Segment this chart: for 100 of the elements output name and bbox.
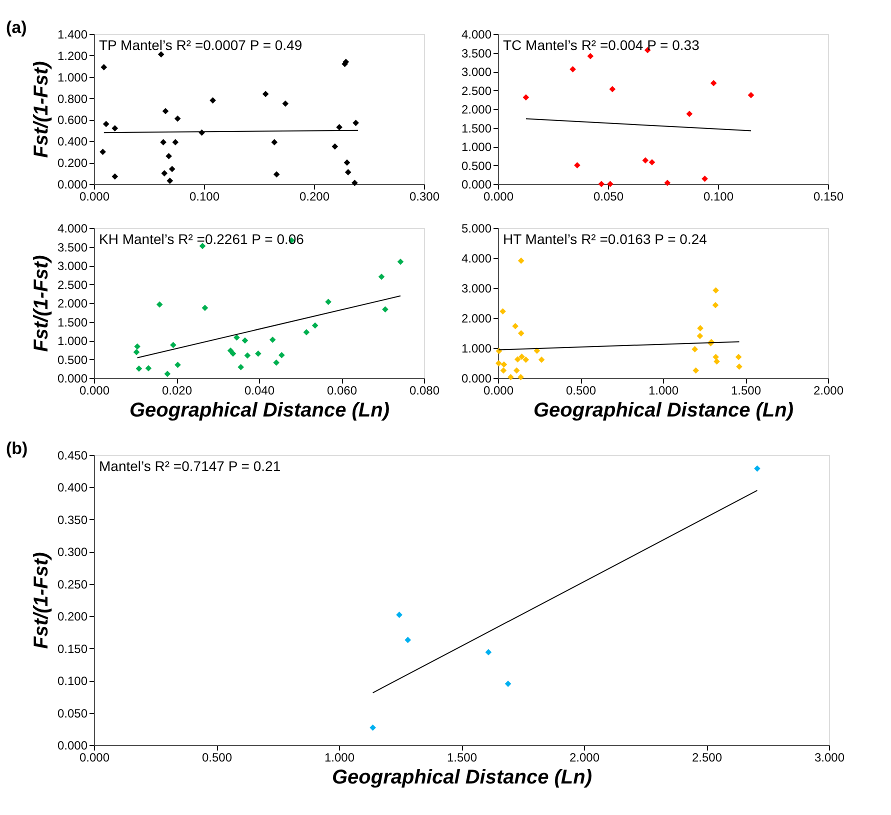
point	[244, 352, 251, 359]
point	[714, 358, 720, 365]
y-tick-label: 3.000	[461, 65, 492, 79]
y-tick-label: 0.000	[57, 372, 88, 386]
y-tick-label: 2.000	[461, 312, 492, 326]
point	[518, 330, 524, 336]
y-tick-label: 0.300	[57, 545, 88, 560]
point	[697, 325, 704, 332]
point	[100, 148, 106, 156]
annotation: KH Mantel’s R² =0.2261 P = 0.06	[99, 231, 304, 247]
y-tick-label: 0.200	[57, 156, 88, 170]
x-tick-label: 0.500	[202, 750, 232, 764]
y-tick-label: 1.200	[57, 48, 88, 63]
point	[160, 139, 166, 146]
point	[570, 66, 576, 72]
point	[156, 301, 163, 308]
x-tick-label: 1.000	[648, 384, 679, 398]
x-tick-label: 1.500	[446, 750, 478, 764]
point	[145, 365, 152, 372]
x-tick-label: 2.000	[813, 384, 844, 398]
point	[496, 360, 502, 366]
x-tick-label: 0.500	[566, 384, 596, 398]
y-tick-label: 1.400	[57, 28, 88, 42]
point	[648, 159, 656, 166]
point	[282, 100, 289, 107]
point	[522, 94, 530, 101]
annotation: TC Mantel’s R² =0.004 P = 0.33	[503, 37, 700, 53]
point	[607, 180, 614, 188]
point	[574, 162, 580, 168]
point	[210, 97, 216, 104]
point	[692, 367, 699, 374]
point	[538, 356, 545, 363]
annotation: TP Mantel’s R² =0.0007 P = 0.49	[99, 37, 302, 53]
point	[133, 348, 140, 356]
y-tick-label: 1.500	[57, 315, 88, 330]
y-tick-label: 0.000	[461, 178, 492, 192]
x-tick-label: 2.500	[692, 750, 722, 764]
point	[172, 139, 179, 146]
point	[134, 343, 140, 350]
point	[736, 363, 742, 370]
point	[382, 306, 388, 313]
point	[508, 374, 514, 380]
y-tick-label: 1.000	[461, 342, 492, 356]
point	[255, 350, 262, 357]
y-tick-label: 3.000	[57, 259, 88, 273]
point	[174, 362, 181, 368]
point	[332, 143, 338, 150]
y-tick-label: 4.000	[57, 222, 88, 236]
point	[735, 354, 742, 360]
y-axis-title: Fst/(1-Fst)	[30, 552, 52, 649]
point	[230, 350, 236, 357]
x-tick-label: 0.050	[593, 190, 624, 204]
x-tick-label: 1.000	[324, 750, 355, 764]
point	[202, 304, 208, 312]
point	[161, 170, 168, 176]
y-tick-label: 0.500	[461, 158, 492, 173]
point	[712, 302, 719, 308]
point	[696, 332, 704, 340]
point	[518, 354, 525, 360]
y-axis-title: Fst/(1-Fst)	[30, 60, 52, 158]
x-tick-label: 1.500	[730, 384, 762, 398]
point	[522, 356, 530, 363]
y-tick-label: 0.400	[57, 480, 88, 495]
point	[664, 180, 671, 186]
point	[512, 322, 518, 330]
point	[344, 169, 352, 176]
point	[500, 361, 508, 368]
point	[378, 274, 385, 280]
point	[162, 108, 169, 114]
point	[352, 180, 358, 186]
y-tick-label: 2.000	[461, 102, 492, 116]
y-tick-label: 1.000	[57, 70, 88, 84]
x-tick-label: 0.300	[409, 190, 440, 204]
point	[587, 52, 594, 60]
point	[166, 152, 172, 160]
point	[278, 352, 285, 358]
point	[518, 374, 524, 380]
y-tick-label: 3.500	[461, 46, 492, 60]
x-tick-label: 0.080	[409, 384, 440, 398]
y-tick-label: 0.400	[57, 134, 88, 149]
x-tick-label: 0.100	[703, 190, 734, 204]
point	[500, 367, 507, 374]
point	[164, 370, 171, 378]
point	[692, 346, 698, 352]
point	[642, 157, 649, 164]
y-tick-label: 3.500	[57, 240, 88, 254]
point	[112, 125, 118, 132]
point	[748, 92, 754, 98]
y-tick-label: 0.050	[57, 706, 88, 720]
y-axis-title: Fst/(1-Fst)	[30, 254, 52, 352]
y-tick-label: 0.000	[57, 178, 88, 192]
y-tick-label: 4.000	[461, 252, 492, 266]
point	[158, 51, 164, 58]
point	[686, 110, 693, 118]
y-tick-label: 0.100	[57, 674, 88, 688]
point	[168, 166, 176, 172]
point	[518, 258, 524, 264]
point	[273, 359, 280, 366]
y-tick-label: 0.350	[57, 512, 88, 527]
y-tick-label: 0.200	[57, 610, 88, 624]
